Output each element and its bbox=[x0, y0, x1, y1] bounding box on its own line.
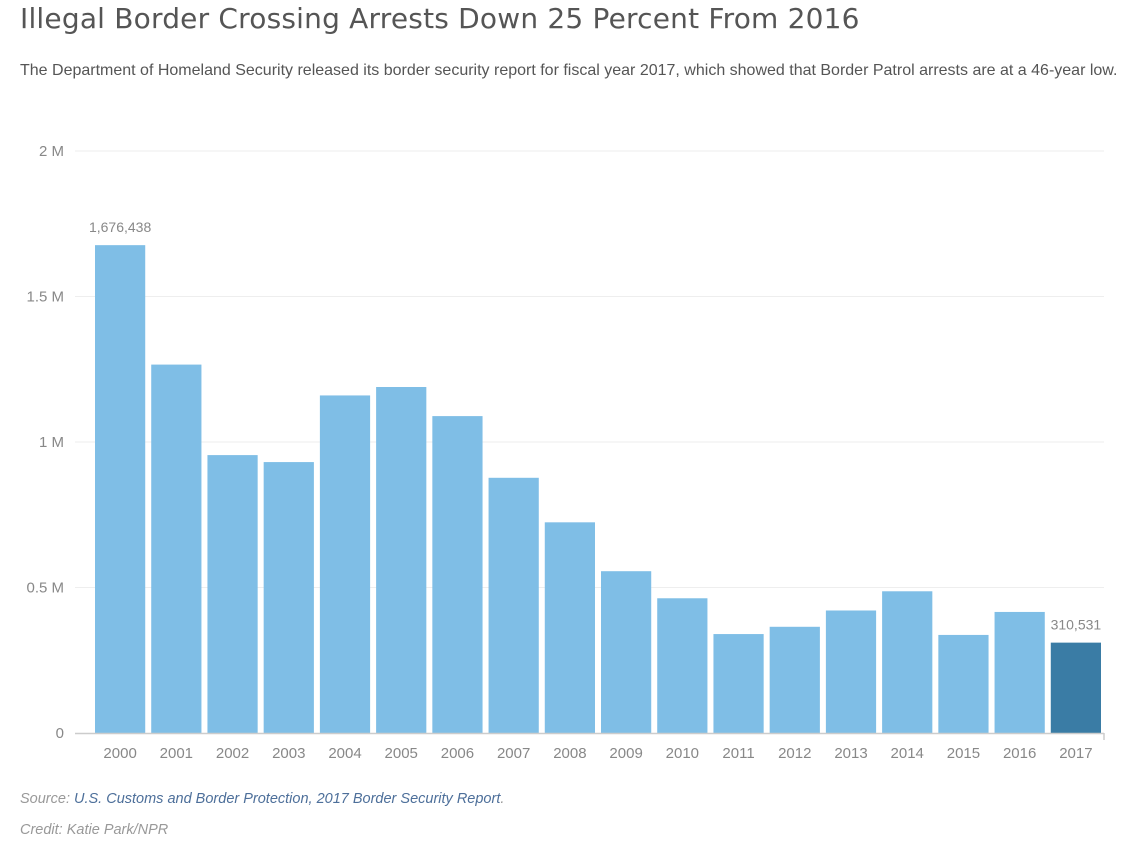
x-tick-label: 2004 bbox=[328, 745, 361, 762]
bar-2005 bbox=[376, 387, 427, 733]
x-tick-label: 2013 bbox=[834, 745, 867, 762]
bar-2004 bbox=[319, 395, 371, 733]
bar-2010 bbox=[657, 598, 708, 733]
credit-note: Credit: Katie Park/NPR bbox=[20, 822, 169, 838]
y-tick-label: 0.5 M bbox=[26, 580, 64, 597]
y-tick-label: 1.5 M bbox=[26, 289, 64, 306]
source-suffix: . bbox=[500, 791, 505, 807]
x-tick-label: 2011 bbox=[722, 745, 754, 762]
x-tick-label: 2016 bbox=[1003, 745, 1036, 762]
data-label-2017: 310,531 bbox=[1051, 617, 1102, 633]
x-tick-label: 2010 bbox=[666, 745, 699, 762]
y-tick-label: 1 M bbox=[39, 434, 64, 451]
x-tick-label: 2017 bbox=[1059, 745, 1092, 762]
bar-chart: 0 0.5 M 1 M 1.5 M 2 M 2000 2001 2002 2003 2004 200… bbox=[26, 143, 1105, 762]
source-note: Source: U.S. Customs and Border Protecti… bbox=[20, 791, 504, 807]
bar-2001 bbox=[151, 364, 202, 733]
bar-2011 bbox=[713, 634, 764, 733]
data-label-2000: 1,676,438 bbox=[89, 219, 151, 235]
x-tick-label: 2015 bbox=[947, 745, 980, 762]
bar-2016 bbox=[994, 611, 1045, 733]
x-tick-label: 2009 bbox=[609, 745, 642, 762]
bar-2006 bbox=[432, 416, 483, 733]
x-tick-label: 2001 bbox=[160, 745, 193, 762]
x-tick-label: 2000 bbox=[103, 745, 136, 762]
bar-2003 bbox=[263, 462, 314, 733]
x-tick-label: 2002 bbox=[216, 745, 249, 762]
bar-2009 bbox=[601, 571, 652, 733]
bar-2017 bbox=[1050, 642, 1101, 733]
y-tick-label: 2 M bbox=[39, 143, 64, 160]
chart-title: Illegal Border Crossing Arrests Down 25 … bbox=[20, 2, 860, 35]
x-tick-label: 2008 bbox=[553, 745, 586, 762]
bar-2012 bbox=[769, 626, 820, 733]
x-tick-label: 2014 bbox=[891, 745, 924, 762]
bar-2015 bbox=[938, 634, 989, 733]
bar-2014 bbox=[882, 591, 933, 733]
bar-2000 bbox=[95, 245, 146, 733]
bar-2013 bbox=[825, 610, 877, 733]
chart-subtitle: The Department of Homeland Security rele… bbox=[20, 62, 1118, 79]
y-tick-label: 0 bbox=[56, 725, 64, 742]
bar-2007 bbox=[488, 477, 539, 733]
source-link[interactable]: U.S. Customs and Border Protection, 2017… bbox=[74, 791, 501, 807]
bar-2008 bbox=[544, 522, 595, 733]
source-prefix: Source: bbox=[20, 791, 74, 807]
x-tick-label: 2005 bbox=[385, 745, 418, 762]
x-tick-label: 2007 bbox=[497, 745, 530, 762]
x-tick-label: 2006 bbox=[441, 745, 474, 762]
x-tick-label: 2003 bbox=[272, 745, 305, 762]
x-tick-label: 2012 bbox=[778, 745, 811, 762]
bar-2002 bbox=[207, 455, 258, 733]
